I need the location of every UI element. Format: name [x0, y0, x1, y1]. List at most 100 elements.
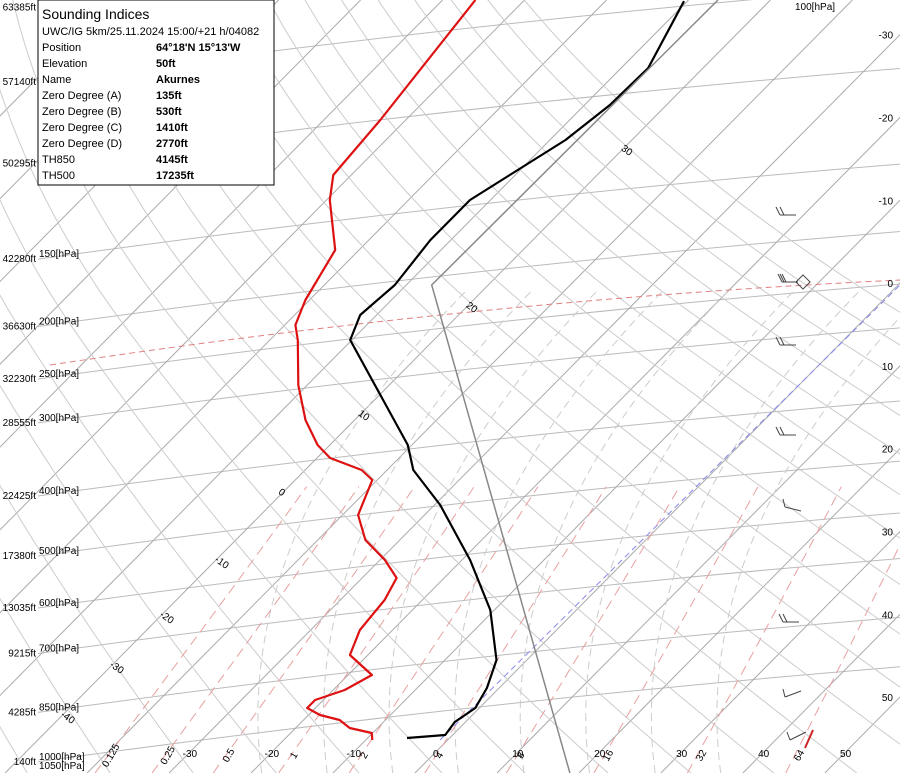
info-label: Elevation: [42, 58, 87, 70]
pressure-label: 150[hPa]: [39, 249, 79, 260]
moist-adiabat: [388, 290, 598, 773]
pressure-label: 1000[hPa]: [39, 752, 85, 763]
isotherm: [660, 530, 900, 773]
mixing-ratio-label: 16: [601, 748, 616, 764]
moist-adiabat: [323, 290, 532, 773]
isotherm-label: 40: [882, 610, 894, 621]
mixing-ratio-label: 0.5: [221, 747, 238, 765]
isobar: [37, 558, 900, 655]
info-value: 50ft: [156, 58, 176, 70]
dry-adiabat: [450, 0, 900, 380]
dry-adiabat: [523, 0, 900, 313]
info-label: Zero Degree (B): [42, 106, 121, 118]
mixing-ratio-label: 2: [359, 750, 372, 761]
foreground: 140ft 1000[hPa] 4285ft 850[hPa] 9215ft 700[hP…: [3, 0, 894, 773]
info-value: Akurnes: [156, 74, 200, 86]
adiabat-label: 30: [619, 143, 635, 159]
x-tick-label: 10: [512, 749, 524, 760]
info-value: 530ft: [156, 106, 182, 118]
isotherm: [0, 0, 689, 697]
dry-adiabat: [0, 294, 360, 773]
info-label: Position: [42, 42, 81, 54]
profile-line: [349, 0, 685, 740]
mixing-ratio-label: 0.25: [159, 744, 178, 767]
info-label: Zero Degree (C): [42, 122, 122, 134]
y-tick-label: 13035ft: [3, 603, 37, 614]
isotherm: [496, 365, 900, 773]
mixing-ratio-label: 32: [694, 748, 709, 764]
info-box-frame: [37, 0, 275, 186]
dry-adiabat: [0, 384, 277, 773]
isotherm: [332, 199, 900, 773]
isobar: [37, 400, 900, 497]
moist-adiabat: [257, 290, 467, 773]
pressure-label: 400[hPa]: [39, 486, 79, 497]
adiabat-label: -30: [107, 659, 126, 677]
wind-barbs: [775, 206, 814, 749]
mixing-ratio-line: [212, 486, 416, 773]
mixing-ratio-line: [424, 486, 607, 773]
isotherm: [0, 0, 607, 614]
isotherm: [250, 116, 900, 773]
pressure-label: 300[hPa]: [39, 413, 79, 424]
y-tick-label: 63385ft: [3, 2, 37, 13]
adiabat-label: 0: [276, 487, 287, 499]
isotherm-label: 10: [882, 362, 894, 373]
isotherm-label: -10: [879, 196, 894, 207]
pressure-label: 200[hPa]: [39, 316, 79, 327]
moist-adiabat: [519, 290, 729, 773]
isotherm: [0, 0, 443, 448]
y-tick-label: 32230ft: [3, 374, 37, 385]
isobar: [37, 230, 900, 327]
x-tick-label: -20: [265, 749, 280, 760]
mixing-ratio-line: [278, 486, 475, 773]
isobar: [37, 327, 900, 424]
y-tick-label: 28555ft: [3, 418, 37, 429]
x-tick-label: -30: [183, 749, 198, 760]
reference-line: [439, 284, 900, 741]
mixing-ratio-line: [348, 486, 539, 773]
info-label: TH500: [42, 170, 75, 182]
x-tick-label: 30: [676, 749, 688, 760]
info-value: 1410ft: [156, 122, 188, 134]
isotherm-label: 30: [882, 527, 894, 538]
dry-adiabat: [231, 0, 900, 635]
y-tick-label: 22425ft: [3, 491, 37, 502]
isobar: [37, 616, 900, 713]
info-box: Sounding Indices UWC/IG 5km/25.11.2024 1…: [37, 0, 275, 186]
reference-curve: [49, 279, 900, 366]
info-label: Zero Degree (D): [42, 138, 122, 150]
x-tick-label: 50: [840, 749, 852, 760]
isotherm: [0, 0, 525, 531]
y-tick-label: 57140ft: [3, 77, 37, 88]
isotherm-label: 50: [882, 693, 894, 704]
info-label: TH850: [42, 154, 75, 166]
x-tick-label: 40: [758, 749, 770, 760]
dry-adiabat: [0, 484, 194, 773]
mixing-ratio-label: 1: [288, 750, 301, 761]
isobar: [37, 512, 900, 609]
mixing-ratio-line: [686, 486, 842, 773]
profile-line: [430, 0, 719, 773]
info-value: 64°18'N 15°13'W: [156, 42, 241, 54]
info-subtitle: UWC/IG 5km/25.11.2024 15:00/+21 h/04082: [42, 26, 259, 38]
pressure-label: 250[hPa]: [39, 369, 79, 380]
isotherm-label: -20: [879, 114, 894, 125]
y-tick-label: 50295ft: [3, 158, 37, 169]
y-tick-label: 36630ft: [3, 321, 37, 332]
mixing-ratio-line: [593, 486, 759, 773]
moist-adiabat: [454, 290, 663, 773]
isobar: [37, 460, 900, 557]
mixing-ratio-line: [785, 543, 900, 773]
isotherm: [578, 447, 900, 773]
isotherm: [86, 0, 853, 773]
pressure-label: 100[hPa]: [795, 2, 835, 13]
mixing-ratio-label: 64: [792, 748, 807, 764]
mixing-ratio-label: 8: [515, 750, 528, 761]
mixing-ratio-line: [505, 486, 680, 773]
x-tick-label: 20: [594, 749, 606, 760]
moist-adiabat: [585, 290, 795, 773]
y-tick-label: 17380ft: [3, 551, 37, 562]
x-tick-label: 0: [433, 749, 439, 760]
